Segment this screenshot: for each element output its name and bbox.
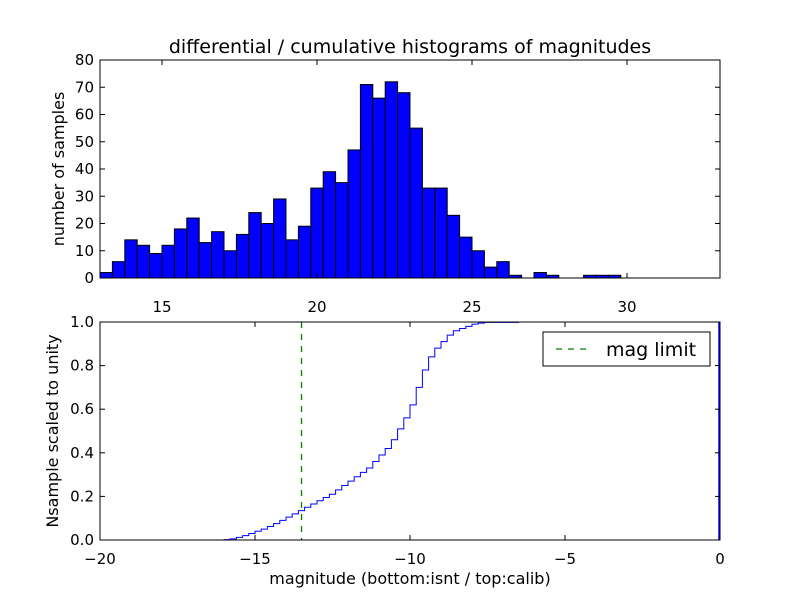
- top-xtick-label: 15: [152, 298, 171, 316]
- histogram-bar: [496, 261, 510, 279]
- histogram-bar: [421, 187, 436, 279]
- bottom-ytick-label: 0.8: [70, 357, 94, 375]
- histogram-bars: [99, 81, 622, 279]
- top-xtick-label: 25: [462, 298, 481, 316]
- bottom-ytick-label: 0.6: [70, 400, 94, 418]
- top-ytick-label: 60: [75, 106, 94, 124]
- cumulative-histogram-panel: −20 −15 −10 −5 0 0.0 0.2 0.4 0.6 0.8 1.0 Nsample s…: [43, 313, 725, 588]
- histogram-bar: [111, 261, 126, 279]
- bottom-ytick-label: 1.0: [70, 313, 94, 331]
- histogram-bar: [211, 231, 225, 279]
- bottom-xtick-label: −5: [554, 550, 576, 568]
- histogram-bar: [372, 97, 386, 279]
- histogram-bar: [434, 187, 448, 279]
- histogram-bar: [198, 242, 213, 279]
- histogram-bar: [248, 212, 262, 279]
- histogram-bar: [223, 250, 237, 279]
- histogram-bar: [297, 225, 312, 279]
- histogram-bar: [173, 228, 188, 279]
- legend-label-mag-limit: mag limit: [606, 339, 696, 361]
- top-ytick-label: 70: [75, 78, 94, 96]
- top-ytick-label: 0: [84, 269, 94, 287]
- chart-title: differential / cumulative histograms of …: [169, 36, 651, 58]
- bottom-ytick-label: 0.4: [70, 444, 94, 462]
- histogram-bar: [235, 233, 250, 279]
- histogram-bar: [359, 84, 374, 279]
- histogram-bar: [384, 81, 399, 279]
- histogram-bar: [347, 149, 361, 279]
- bottom-axes-frame: [99, 321, 721, 541]
- top-ytick-label: 10: [75, 242, 94, 260]
- histogram-bar: [260, 223, 275, 279]
- histogram-bar: [149, 252, 163, 279]
- histogram-bar: [335, 182, 349, 279]
- legend: mag limit: [542, 331, 711, 367]
- top-y-axis-label: number of samples: [49, 92, 68, 247]
- bottom-xtick-label: 0: [715, 550, 725, 568]
- cumulative-step-line: [100, 321, 720, 541]
- top-ytick-label: 20: [75, 215, 94, 233]
- top-xtick-label: 20: [307, 298, 326, 316]
- histogram-bar: [136, 244, 151, 279]
- top-xtick-label: 30: [617, 298, 636, 316]
- differential-histogram-panel: differential / cumulative histograms of …: [49, 36, 721, 316]
- histogram-bar: [285, 239, 299, 279]
- bottom-ytick-label: 0.0: [70, 531, 94, 549]
- bottom-ytick-label: 0.2: [70, 487, 94, 505]
- histogram-bar: [533, 272, 547, 279]
- histogram-bar: [471, 250, 485, 279]
- cumulative-plot: [100, 321, 720, 541]
- x-axis-label: magnitude (bottom:isnt / top:calib): [269, 569, 550, 588]
- histogram-bar: [310, 187, 324, 279]
- top-ytick-label: 30: [75, 187, 94, 205]
- top-ytick-label: 50: [75, 133, 94, 151]
- histogram-bar: [99, 272, 113, 279]
- top-ytick-label: 80: [75, 51, 94, 69]
- histogram-bar: [161, 244, 175, 279]
- histogram-bar: [459, 236, 473, 279]
- bottom-xtick-label: −15: [239, 550, 271, 568]
- bottom-y-axis-label: Nsample scaled to unity: [43, 334, 62, 527]
- histogram-bar: [397, 92, 411, 279]
- bottom-xtick-label: −10: [394, 550, 426, 568]
- histogram-bar: [322, 171, 337, 279]
- histogram-bar: [446, 214, 461, 279]
- histogram-bar: [186, 217, 200, 279]
- top-ytick-label: 40: [75, 160, 94, 178]
- histogram-bar: [124, 239, 138, 279]
- histogram-bar: [483, 266, 498, 279]
- bottom-xtick-label: −20: [84, 550, 116, 568]
- histogram-bar: [273, 198, 287, 279]
- histogram-bar: [409, 127, 423, 279]
- top-axes-frame: [99, 59, 721, 279]
